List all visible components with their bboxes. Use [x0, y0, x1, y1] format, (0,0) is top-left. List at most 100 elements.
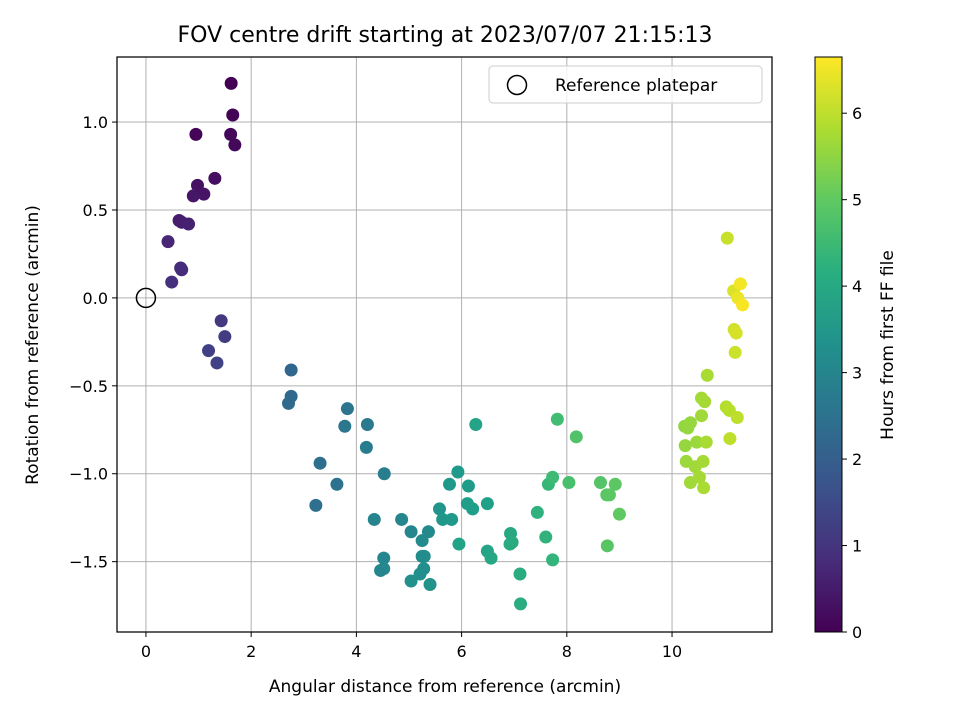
data-point — [692, 470, 706, 484]
data-point — [695, 409, 709, 423]
y-tick-label: 0.5 — [83, 201, 108, 220]
data-point — [445, 512, 459, 526]
legend-reference-label: Reference platepar — [555, 76, 717, 96]
x-tick-label: 0 — [141, 642, 151, 661]
data-point — [593, 476, 607, 490]
data-point — [720, 231, 734, 245]
plot-frame — [116, 56, 773, 633]
data-point — [436, 512, 450, 526]
data-point — [417, 549, 431, 563]
data-point — [600, 539, 614, 553]
data-point — [690, 435, 704, 449]
data-point — [165, 275, 179, 289]
colorbar-tick-label: 2 — [852, 450, 862, 469]
legend-reference-marker — [506, 74, 528, 96]
data-point — [612, 507, 626, 521]
data-point — [175, 263, 189, 277]
data-point — [683, 416, 697, 430]
legend: Reference platepar — [488, 65, 763, 104]
y-tick-label: 0.0 — [83, 289, 108, 308]
data-point — [723, 432, 737, 446]
data-point — [284, 363, 298, 377]
data-point — [469, 418, 483, 432]
data-point — [569, 430, 583, 444]
x-tick-label: 8 — [562, 642, 572, 661]
reference-platepar-marker — [135, 287, 157, 309]
data-point — [338, 419, 352, 433]
x-axis-ticks: 0 2 4 6 8 10 — [141, 632, 682, 661]
data-point — [729, 326, 743, 340]
data-point — [678, 439, 692, 453]
y-axis-label: Rotation from reference (arcmin) — [23, 205, 43, 485]
data-point — [367, 512, 381, 526]
data-point — [730, 410, 744, 424]
legend-box — [488, 65, 763, 104]
data-point — [340, 402, 354, 416]
data-point — [433, 502, 447, 516]
data-point — [550, 412, 564, 426]
data-point — [697, 481, 711, 495]
data-point — [404, 574, 418, 588]
colorbar-tick-label: 4 — [852, 277, 862, 296]
grid-lines — [117, 57, 772, 632]
data-point — [728, 345, 742, 359]
y-tick-label: 1.0 — [83, 113, 108, 132]
data-point — [530, 505, 544, 519]
x-tick-label: 10 — [662, 642, 682, 661]
data-point — [546, 553, 560, 567]
data-point — [282, 396, 296, 410]
data-point — [484, 551, 498, 565]
data-point — [228, 138, 242, 152]
y-tick-label: −0.5 — [69, 377, 108, 396]
data-point — [452, 537, 466, 551]
data-point — [461, 479, 475, 493]
data-point — [415, 534, 429, 548]
data-point — [309, 498, 323, 512]
data-point — [451, 465, 465, 479]
x-axis-label: Angular distance from reference (arcmin) — [269, 677, 621, 697]
data-point — [546, 470, 560, 484]
x-tick-label: 4 — [351, 642, 361, 661]
data-point — [210, 356, 224, 370]
data-point — [189, 127, 203, 141]
data-point — [733, 277, 747, 291]
data-point — [182, 217, 196, 231]
x-tick-label: 2 — [246, 642, 256, 661]
colorbar-tick-label: 0 — [852, 623, 862, 642]
data-point — [218, 330, 232, 344]
data-point — [224, 76, 238, 90]
colorbar-tick-label: 1 — [852, 537, 862, 556]
data-point — [562, 476, 576, 490]
data-point — [161, 235, 175, 249]
data-point — [602, 488, 616, 502]
data-point — [442, 477, 456, 491]
colorbar-tick-label: 6 — [852, 104, 862, 123]
data-point — [696, 454, 710, 468]
data-point — [330, 477, 344, 491]
data-point — [208, 171, 222, 185]
reference-marker-layer — [135, 287, 157, 309]
data-point — [377, 467, 391, 481]
chart-title: FOV centre drift starting at 2023/07/07 … — [178, 23, 713, 48]
data-point — [423, 578, 437, 592]
data-point — [224, 127, 238, 141]
data-points — [161, 76, 750, 611]
data-point — [466, 502, 480, 516]
y-axis-ticks: −1.5 −1.0 −0.5 0.0 0.5 1.0 — [69, 113, 117, 572]
data-point — [505, 535, 519, 549]
data-point — [214, 314, 228, 328]
data-point — [513, 567, 527, 581]
data-point — [197, 187, 211, 201]
data-point — [374, 563, 388, 577]
data-point — [514, 597, 528, 611]
data-point — [395, 512, 409, 526]
x-tick-label: 6 — [457, 642, 467, 661]
colorbar-gradient — [814, 56, 843, 633]
y-tick-label: −1.0 — [69, 465, 108, 484]
colorbar-label: Hours from first FF file — [878, 250, 898, 440]
data-point — [480, 497, 494, 511]
data-point — [413, 567, 427, 581]
data-point — [404, 525, 418, 539]
data-point — [202, 344, 216, 358]
